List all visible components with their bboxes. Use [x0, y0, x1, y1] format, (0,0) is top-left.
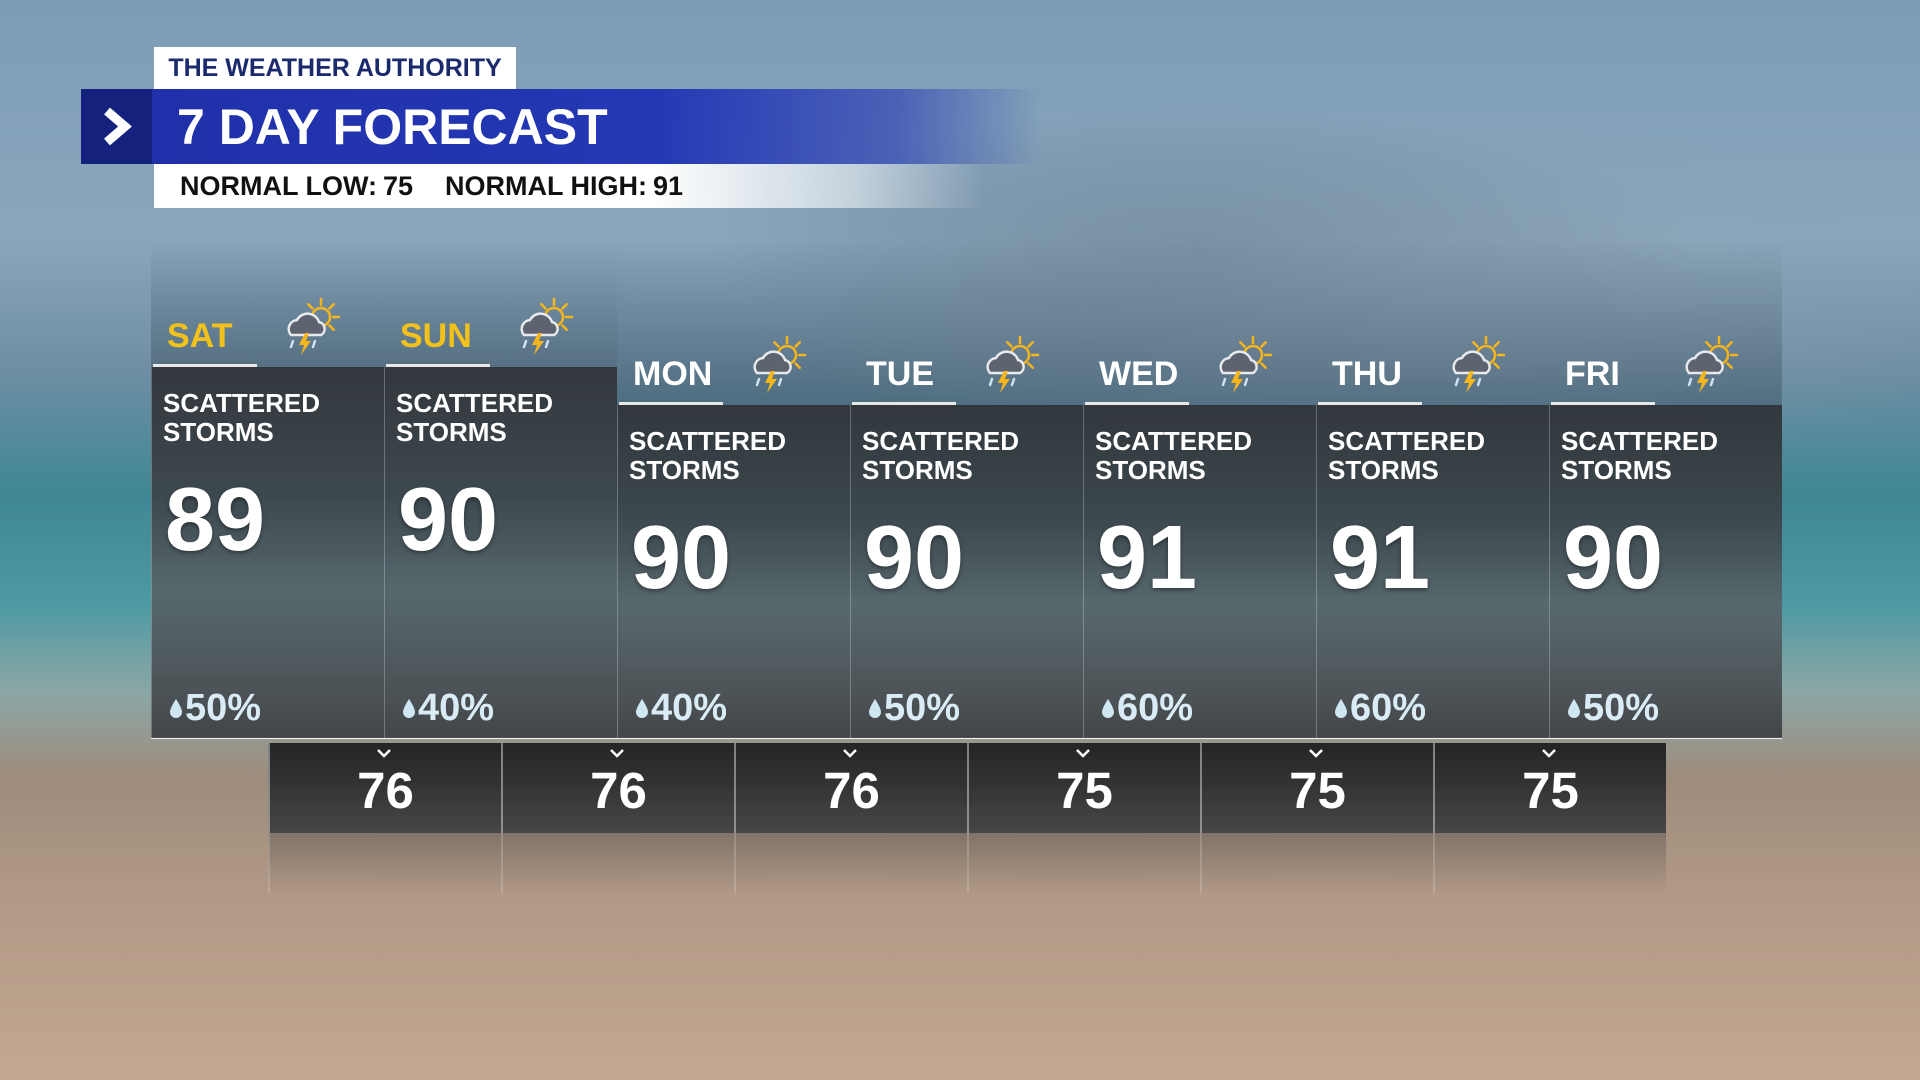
storm-icon [287, 297, 341, 355]
low-box: 76 [268, 743, 501, 833]
day-name: SAT [167, 317, 233, 355]
normal-high-label: NORMAL HIGH: [445, 171, 648, 201]
normal-high: 91 [653, 171, 684, 201]
low-chevron [377, 749, 391, 758]
day-panel [617, 405, 850, 738]
day-underline [619, 402, 723, 405]
high-temp: 90 [1563, 508, 1664, 608]
precip: 50% [1583, 687, 1660, 729]
low-chevron [843, 749, 857, 758]
day-name: THU [1332, 355, 1402, 393]
day-panel [151, 367, 384, 738]
low-box-fade [268, 833, 501, 893]
low-chevron [1076, 749, 1090, 758]
storm-icon [1219, 335, 1273, 393]
low-box-fade [734, 833, 967, 893]
low-chevron [1309, 749, 1323, 758]
drop-icon [869, 699, 881, 718]
day-underline [1318, 402, 1422, 405]
low-box: 76 [501, 743, 734, 833]
condition: SCATTERED STORMS [1095, 426, 1252, 485]
drop-icon [403, 699, 415, 718]
column-shade [384, 240, 617, 367]
high-temp: 91 [1097, 508, 1198, 608]
day-panel [1316, 405, 1549, 738]
brand-label: THE WEATHER AUTHORITY [154, 47, 516, 89]
precip: 60% [1350, 687, 1427, 729]
day-underline [153, 364, 257, 367]
day-panel [1083, 405, 1316, 738]
low-box: 76 [734, 743, 967, 833]
day-underline [386, 364, 490, 367]
title: 7 DAY FORECAST [177, 99, 608, 155]
storm-icon [1685, 335, 1739, 393]
low-box: 75 [1433, 743, 1666, 833]
divider-line [151, 737, 1782, 739]
high-temp: 90 [398, 470, 499, 570]
low-box-fade [501, 833, 734, 893]
drop-icon [1568, 699, 1580, 718]
column-shade [1083, 240, 1316, 405]
condition: SCATTERED STORMS [396, 388, 553, 447]
chevron-box [81, 89, 152, 164]
condition: SCATTERED STORMS [1561, 426, 1718, 485]
drop-icon [636, 699, 648, 718]
low-box-fade [1433, 833, 1666, 893]
low-box-fade [1200, 833, 1433, 893]
precip: 40% [418, 687, 495, 729]
column-shade [617, 240, 850, 405]
day-name: WED [1099, 355, 1179, 393]
day-panel [1549, 405, 1782, 738]
column-shade [151, 240, 384, 367]
normal-low: 75 [382, 171, 414, 201]
drop-icon [170, 699, 182, 718]
precip: 50% [884, 687, 961, 729]
low-chevron [610, 749, 624, 758]
low-box: 75 [967, 743, 1200, 833]
day-name: SUN [400, 317, 472, 355]
drop-icon [1335, 699, 1347, 718]
day-panel [850, 405, 1083, 738]
day-name: MON [633, 355, 713, 393]
high-temp: 90 [631, 508, 732, 608]
condition: SCATTERED STORMS [862, 426, 1019, 485]
day-panel [384, 367, 617, 738]
column-shade [1316, 240, 1549, 405]
title-bar [81, 89, 1041, 164]
drop-icon [1102, 699, 1114, 718]
storm-icon [986, 335, 1040, 393]
low-box: 75 [1200, 743, 1433, 833]
low-box-fade [967, 833, 1200, 893]
chevron-icon [104, 107, 132, 146]
storm-icon [520, 297, 574, 355]
storm-icon [753, 335, 807, 393]
high-temp: 90 [864, 508, 965, 608]
normal-low-label: NORMAL LOW: [180, 171, 377, 201]
day-underline [852, 402, 956, 405]
storm-icon [1452, 335, 1506, 393]
precip: 60% [1117, 687, 1194, 729]
normals-bar: NORMAL LOW: 75 NORMAL HIGH: 91 [154, 164, 984, 208]
low-chevron [1542, 749, 1556, 758]
condition: SCATTERED STORMS [163, 388, 320, 447]
column-shade [1549, 240, 1782, 405]
precip: 50% [185, 687, 262, 729]
day-name: TUE [866, 355, 934, 393]
condition: SCATTERED STORMS [1328, 426, 1485, 485]
column-shade [850, 240, 1083, 405]
day-underline [1085, 402, 1189, 405]
high-temp: 91 [1330, 508, 1431, 608]
precip: 40% [651, 687, 728, 729]
high-temp: 89 [165, 470, 266, 570]
condition: SCATTERED STORMS [629, 426, 786, 485]
day-name: FRI [1565, 355, 1620, 393]
day-underline [1551, 402, 1655, 405]
